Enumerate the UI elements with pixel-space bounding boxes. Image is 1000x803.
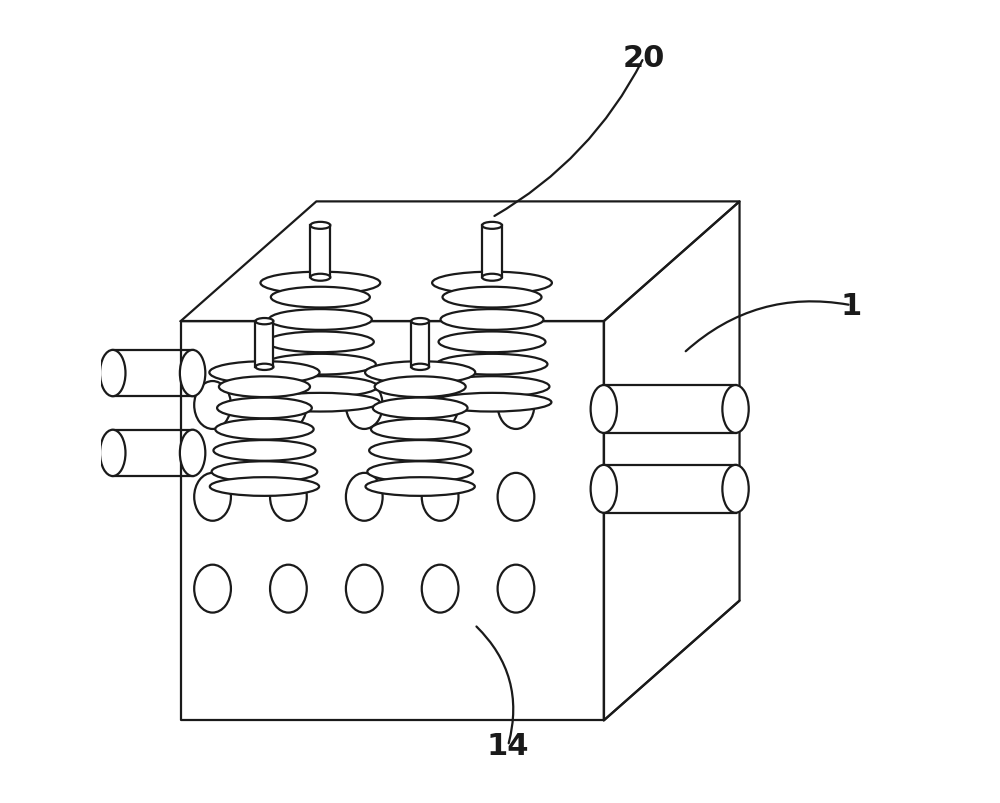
Ellipse shape [482, 275, 502, 281]
Ellipse shape [310, 275, 330, 281]
Ellipse shape [269, 310, 372, 331]
Bar [255, 322, 273, 367]
Ellipse shape [366, 478, 475, 496]
Ellipse shape [367, 462, 473, 483]
Ellipse shape [411, 319, 429, 325]
Ellipse shape [441, 310, 543, 331]
Ellipse shape [215, 419, 314, 440]
Text: 20: 20 [623, 44, 665, 73]
Ellipse shape [365, 362, 475, 384]
Ellipse shape [261, 393, 380, 412]
Ellipse shape [209, 362, 320, 384]
Ellipse shape [591, 465, 617, 513]
Ellipse shape [433, 393, 551, 412]
Ellipse shape [310, 222, 330, 230]
Ellipse shape [482, 222, 502, 230]
Ellipse shape [180, 350, 205, 397]
Ellipse shape [260, 272, 380, 295]
Ellipse shape [373, 398, 468, 419]
Ellipse shape [722, 385, 749, 434]
Bar [482, 226, 502, 278]
Ellipse shape [213, 441, 315, 461]
Ellipse shape [255, 319, 273, 325]
Ellipse shape [722, 465, 749, 513]
Ellipse shape [369, 441, 471, 461]
Bar [310, 226, 330, 278]
Ellipse shape [212, 462, 317, 483]
Bar [411, 322, 429, 367]
Ellipse shape [437, 354, 547, 375]
Ellipse shape [265, 354, 376, 375]
Ellipse shape [100, 430, 125, 476]
Ellipse shape [432, 272, 552, 295]
Ellipse shape [271, 287, 370, 308]
Ellipse shape [411, 365, 429, 370]
Ellipse shape [435, 377, 549, 397]
Ellipse shape [591, 385, 617, 434]
Ellipse shape [443, 287, 542, 308]
Ellipse shape [267, 332, 374, 353]
Ellipse shape [263, 377, 378, 397]
Text: 1: 1 [841, 291, 862, 320]
Ellipse shape [371, 419, 469, 440]
Ellipse shape [219, 377, 310, 397]
Ellipse shape [217, 398, 312, 419]
Ellipse shape [100, 350, 125, 397]
Ellipse shape [255, 365, 273, 370]
Text: 14: 14 [487, 732, 529, 760]
Ellipse shape [375, 377, 466, 397]
Ellipse shape [439, 332, 545, 353]
Ellipse shape [180, 430, 205, 476]
Ellipse shape [210, 478, 319, 496]
